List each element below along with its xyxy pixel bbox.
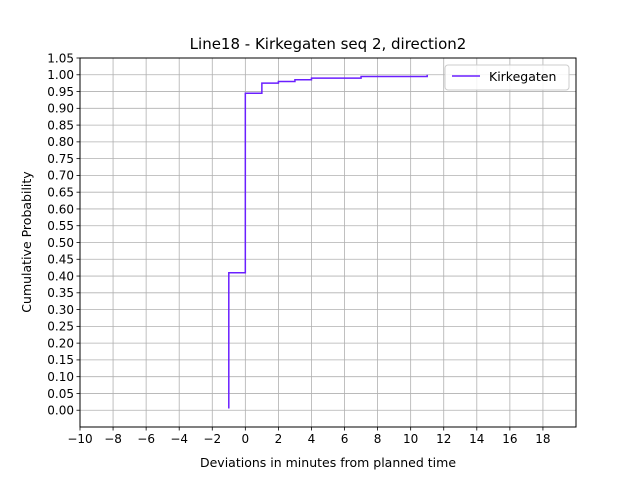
legend: Kirkegaten: [444, 64, 570, 91]
y-tick-label: 0.50: [47, 236, 74, 250]
x-axis-label: Deviations in minutes from planned time: [200, 455, 456, 470]
x-tick-label: −8: [104, 432, 122, 446]
y-tick-label: 0.30: [47, 303, 74, 317]
y-tick-label: 0.65: [47, 185, 74, 199]
y-tick-label: 1.05: [47, 51, 74, 65]
x-tick-label: −6: [137, 432, 155, 446]
y-tick-label: 0.45: [47, 253, 74, 267]
y-tick-label: 0.35: [47, 286, 74, 300]
x-tick-label: 14: [469, 432, 484, 446]
y-tick-label: 0.95: [47, 85, 74, 99]
y-tick-label: 0.55: [47, 219, 74, 233]
y-tick-label: 0.70: [47, 169, 74, 183]
y-axis-ticks: 0.00 0.05 0.10 0.15 0.20 0.25 0.30 0.35 0.40 0.45…: [47, 51, 80, 418]
x-tick-label: 8: [374, 432, 382, 446]
y-tick-label: 1.00: [47, 68, 74, 82]
y-tick-label: 0.15: [47, 353, 74, 367]
legend-label-kirkegaten: Kirkegaten: [489, 69, 556, 84]
x-tick-label: 10: [403, 432, 418, 446]
y-tick-label: 0.90: [47, 102, 74, 116]
grid-lines: [79, 57, 576, 427]
x-tick-label: 16: [502, 432, 517, 446]
y-tick-label: 0.40: [47, 269, 74, 283]
series-line-kirkegaten: [228, 74, 428, 409]
series-group: [228, 74, 428, 409]
y-tick-label: 0.25: [47, 320, 74, 334]
y-tick-label: 0.85: [47, 118, 74, 132]
y-tick-label: 0.10: [47, 370, 74, 384]
y-axis-label: Cumulative Probability: [19, 171, 34, 313]
y-tick-label: 0.80: [47, 135, 74, 149]
x-tick-label: 12: [436, 432, 451, 446]
x-tick-label: 2: [275, 432, 283, 446]
x-tick-label: −4: [170, 432, 188, 446]
legend-box: [444, 64, 570, 91]
y-tick-label: 0.05: [47, 387, 74, 401]
x-tick-label: 4: [308, 432, 316, 446]
x-tick-label: 18: [535, 432, 550, 446]
y-tick-label: 0.20: [47, 336, 74, 350]
chart-title: Line18 - Kirkegaten seq 2, direction2: [190, 35, 467, 53]
y-tick-label: 0.75: [47, 152, 74, 166]
y-tick-label: 0.00: [47, 404, 74, 418]
x-tick-label: −2: [203, 432, 221, 446]
x-tick-label: −10: [67, 432, 92, 446]
y-tick-label: 0.60: [47, 202, 74, 216]
x-axis-ticks: −10 −8 −6 −4 −2 0 2 4 6 8 10 12 14 16 18: [67, 427, 551, 446]
x-tick-label: 0: [242, 432, 250, 446]
x-tick-label: 6: [341, 432, 349, 446]
